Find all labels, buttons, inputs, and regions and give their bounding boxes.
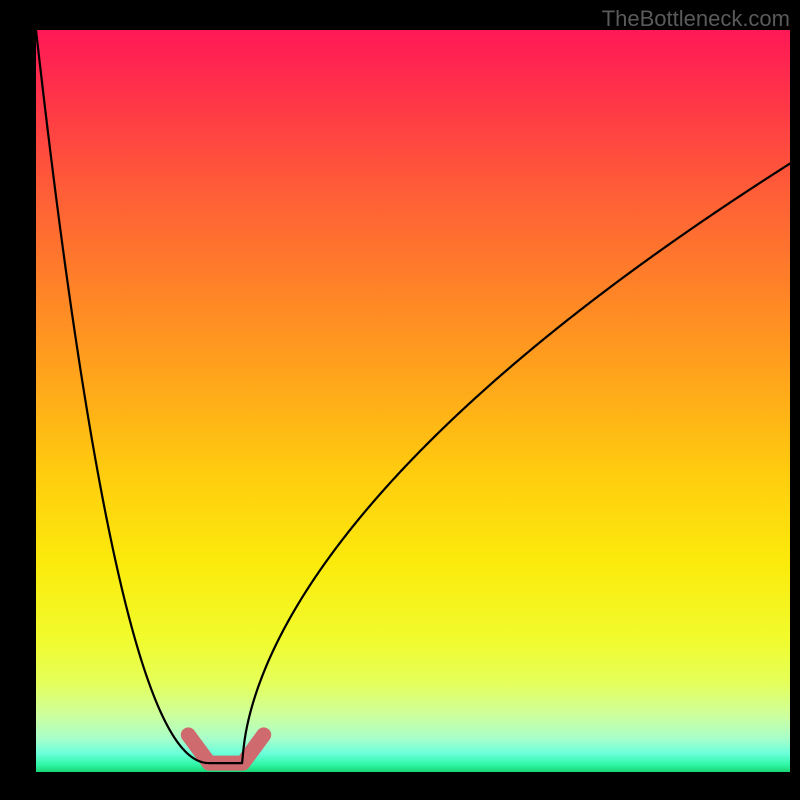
bottleneck-chart	[0, 0, 800, 800]
plot-background	[36, 30, 790, 772]
watermark-text: TheBottleneck.com	[602, 6, 790, 32]
